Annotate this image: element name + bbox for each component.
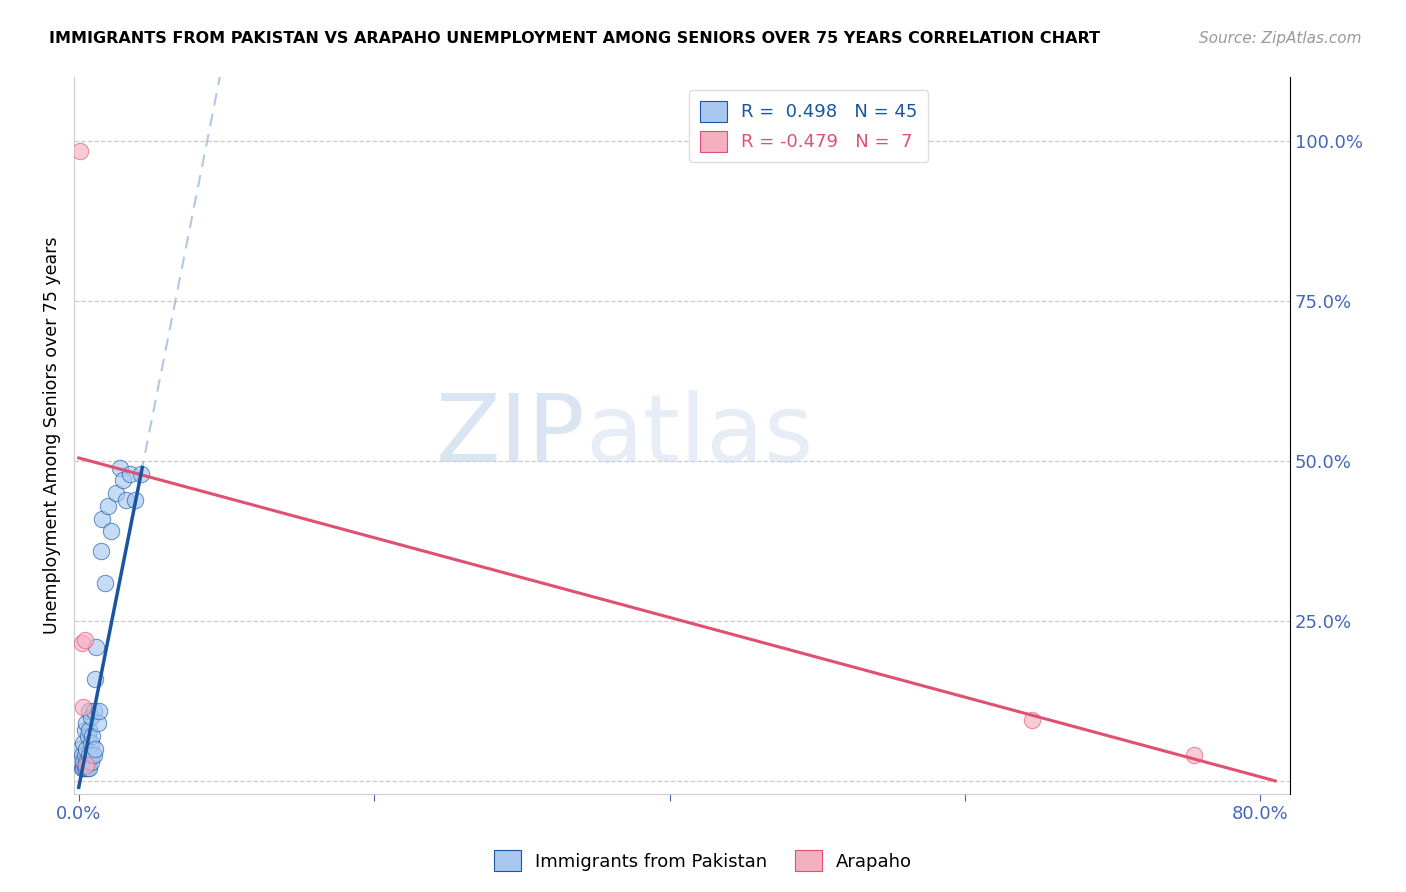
Point [75, 755, 97, 769]
Point [97, 499, 120, 513]
Point [72, 735, 94, 749]
Point [129, 467, 152, 481]
Point [80, 748, 103, 763]
Point [120, 467, 142, 481]
Legend: R =  0.498   N = 45, R = -0.479   N =  7: R = 0.498 N = 45, R = -0.479 N = 7 [689, 90, 928, 162]
Point [77, 761, 100, 775]
Point [69, 755, 91, 769]
Point [73, 723, 96, 737]
Point [72, 700, 94, 714]
Point [1021, 713, 1043, 727]
Text: IMMIGRANTS FROM PAKISTAN VS ARAPAHO UNEMPLOYMENT AMONG SENIORS OVER 75 YEARS COR: IMMIGRANTS FROM PAKISTAN VS ARAPAHO UNEM… [49, 31, 1101, 46]
Point [115, 492, 138, 507]
Point [70, 636, 93, 650]
Point [104, 486, 127, 500]
Point [72, 755, 94, 769]
Point [77, 704, 100, 718]
Point [87, 716, 110, 731]
Point [84, 672, 107, 686]
Point [94, 575, 117, 590]
Point [79, 755, 101, 769]
Point [75, 758, 97, 772]
Point [112, 473, 135, 487]
Point [1182, 748, 1205, 763]
Point [108, 460, 131, 475]
Point [73, 748, 96, 763]
Point [90, 543, 112, 558]
Point [89, 704, 111, 718]
Text: atlas: atlas [585, 390, 813, 482]
Point [76, 755, 98, 769]
Point [70, 761, 93, 775]
Point [100, 524, 122, 539]
Point [83, 748, 105, 763]
Point [80, 729, 103, 743]
Point [83, 704, 105, 718]
Point [79, 710, 101, 724]
Point [77, 748, 100, 763]
Point [124, 492, 146, 507]
Point [75, 742, 97, 756]
Point [79, 735, 101, 749]
Point [84, 742, 107, 756]
Point [91, 511, 114, 525]
Text: ZIP: ZIP [436, 390, 585, 482]
Point [70, 748, 93, 763]
Point [77, 723, 100, 737]
Point [73, 761, 96, 775]
Point [86, 640, 108, 654]
Point [72, 761, 94, 775]
Point [76, 729, 98, 743]
Point [73, 633, 96, 648]
Point [75, 716, 97, 731]
Point [69, 144, 91, 158]
Point [76, 761, 98, 775]
Text: Source: ZipAtlas.com: Source: ZipAtlas.com [1198, 31, 1361, 46]
Y-axis label: Unemployment Among Seniors over 75 years: Unemployment Among Seniors over 75 years [44, 236, 60, 634]
Point [69, 742, 91, 756]
Point [75, 761, 97, 775]
Legend: Immigrants from Pakistan, Arapaho: Immigrants from Pakistan, Arapaho [486, 843, 920, 879]
